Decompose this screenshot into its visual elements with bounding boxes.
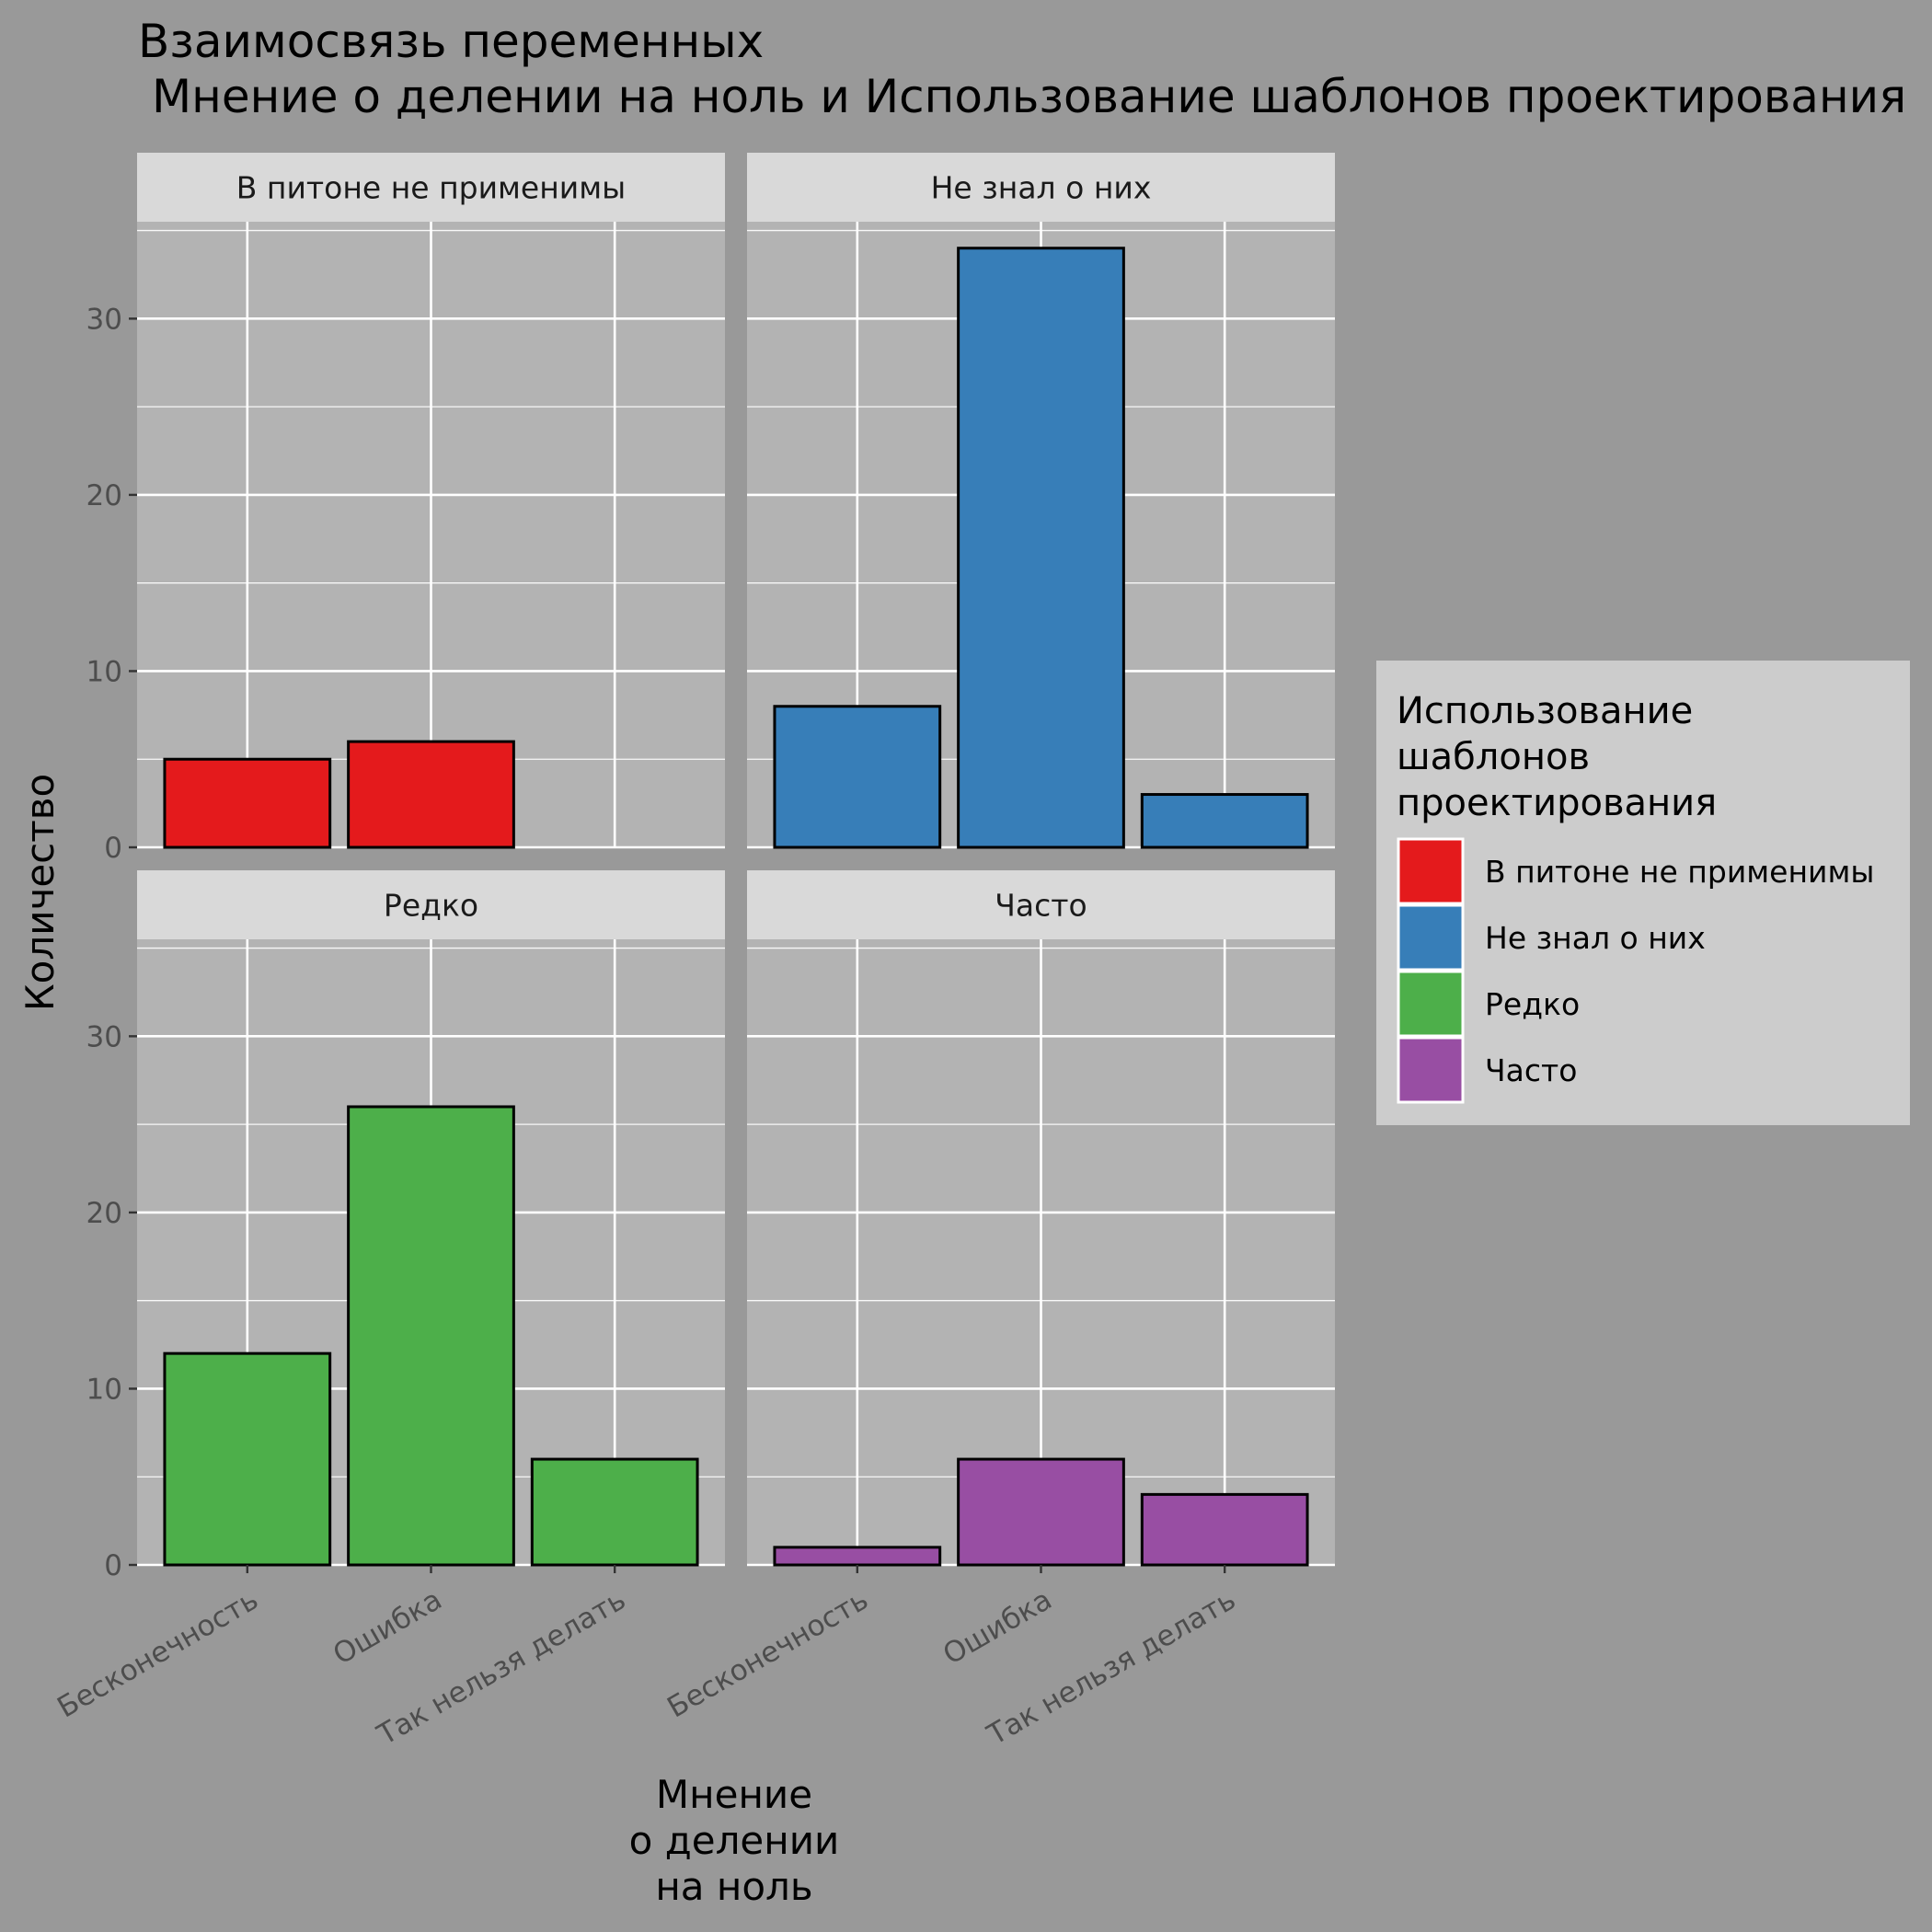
legend-title-line-2: шаблонов	[1397, 736, 1590, 778]
bar	[530, 1457, 699, 1567]
bar	[957, 247, 1125, 849]
facet-panels: В питоне не применимы 0 10 20 30 Не знал о ни…	[52, 153, 1335, 1753]
bar	[957, 1457, 1125, 1567]
facet-strip	[137, 870, 725, 939]
y-tick-label: 10	[86, 1373, 122, 1406]
x-axis-title-line-2: о делении	[629, 1818, 840, 1863]
facet-strip	[747, 153, 1335, 222]
bar	[163, 1351, 332, 1567]
facet-strip	[137, 153, 725, 222]
y-tick-label: 20	[86, 479, 122, 512]
bar	[163, 757, 332, 849]
facet-panel: В питоне не применимы 0 10 20 30	[86, 153, 725, 865]
x-axis-title-line-3: на ноль	[655, 1864, 812, 1909]
facet-strip	[747, 870, 1335, 939]
bar	[347, 1105, 515, 1567]
y-tick-label: 0	[104, 832, 122, 865]
facet-panel: Не знал о них	[747, 153, 1335, 849]
bar	[773, 705, 942, 849]
bar	[773, 1546, 942, 1567]
legend-label: Не знал о них	[1485, 920, 1706, 956]
chart-title-line-1: Взаимосвязь переменных	[138, 15, 764, 68]
legend: Использование шаблонов проектирования В …	[1376, 661, 1910, 1125]
legend-title-line-1: Использование	[1397, 690, 1693, 732]
legend-title-line-3: проектирования	[1397, 782, 1717, 824]
legend-label: Редко	[1485, 986, 1580, 1022]
legend-key	[1397, 970, 1465, 1038]
legend-key	[1397, 837, 1465, 905]
x-axis-title-line-1: Мнение	[656, 1772, 812, 1817]
y-tick-label: 0	[104, 1549, 122, 1582]
legend-items: В питоне не применимы Не знал о них Редко Ч…	[1397, 837, 1874, 1104]
chart-title-line-2: Мнение о делении на ноль и Использование…	[152, 70, 1906, 123]
facet-strip-label: Редко	[384, 888, 478, 924]
legend-key	[1397, 903, 1465, 972]
legend-background	[1376, 661, 1910, 1125]
y-tick-label: 20	[86, 1197, 122, 1230]
y-tick-label: 30	[86, 1020, 122, 1053]
facet-strip-label: Не знал о них	[931, 170, 1152, 206]
bar	[1140, 793, 1309, 849]
y-tick-label: 30	[86, 303, 122, 336]
legend-label: В питоне не применимы	[1485, 854, 1874, 890]
facet-strip-label: Часто	[995, 888, 1087, 924]
facet-strip-label: В питоне не применимы	[236, 170, 626, 206]
y-tick-label: 10	[86, 655, 122, 688]
y-axis-title: Количество	[17, 774, 63, 1011]
bar	[1140, 1492, 1309, 1567]
legend-key	[1397, 1036, 1465, 1104]
bar	[347, 740, 515, 849]
legend-label: Часто	[1485, 1052, 1577, 1088]
